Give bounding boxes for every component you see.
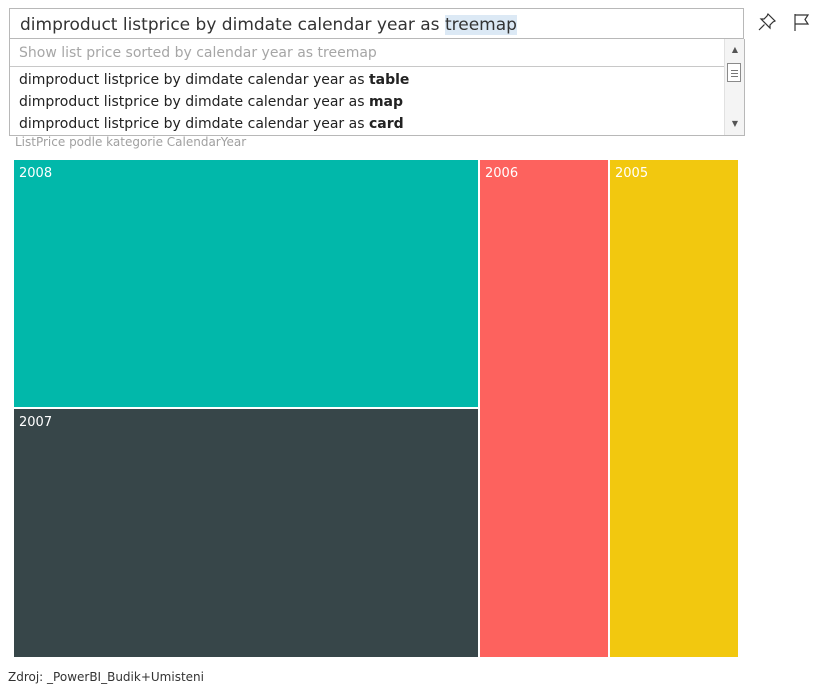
pin-icon[interactable]: [757, 12, 777, 32]
suggestion-item[interactable]: dimproduct listprice by dimdate calendar…: [19, 72, 409, 88]
qa-question-input[interactable]: dimproduct listprice by dimdate calendar…: [9, 8, 744, 39]
scroll-down-arrow-icon[interactable]: ▼: [731, 119, 739, 128]
scroll-up-arrow-icon[interactable]: ▲: [731, 45, 739, 54]
suggestion-keyword: card: [368, 116, 404, 132]
visual-title: ListPrice podle kategorie CalendarYear: [15, 135, 247, 149]
dropdown-divider: [10, 66, 724, 67]
treemap-tile-label: 2007: [19, 415, 53, 430]
suggestion-item[interactable]: dimproduct listprice by dimdate calendar…: [19, 94, 403, 110]
qa-query-prefix: dimproduct listprice by dimdate calendar…: [20, 15, 445, 35]
treemap-tile-label: 2005: [615, 166, 649, 181]
flag-icon[interactable]: [792, 12, 812, 32]
treemap-tile-2007[interactable]: 2007: [14, 409, 478, 657]
treemap-tile-label: 2006: [485, 166, 519, 181]
query-restatement: Show list price sorted by calendar year …: [19, 45, 377, 61]
qa-query-highlight: treemap: [444, 15, 517, 35]
source-label: Zdroj: _PowerBI_Budik+Umisteni: [8, 670, 204, 684]
suggestion-keyword: map: [368, 94, 404, 110]
suggestion-prefix: dimproduct listprice by dimdate calendar…: [19, 116, 369, 132]
treemap-tile-label: 2008: [19, 166, 53, 181]
suggestion-prefix: dimproduct listprice by dimdate calendar…: [19, 72, 369, 88]
suggestion-keyword: table: [368, 72, 410, 88]
treemap-chart: 2008 2007 2006 2005: [14, 160, 738, 657]
suggestion-item[interactable]: dimproduct listprice by dimdate calendar…: [19, 116, 404, 132]
scrollbar-thumb[interactable]: [727, 63, 741, 82]
suggestion-prefix: dimproduct listprice by dimdate calendar…: [19, 94, 369, 110]
treemap-tile-2005[interactable]: 2005: [610, 160, 738, 657]
suggestions-dropdown: Show list price sorted by calendar year …: [9, 39, 745, 136]
treemap-tile-2006[interactable]: 2006: [480, 160, 608, 657]
dropdown-scrollbar[interactable]: ▲ ▼: [724, 39, 744, 135]
qa-question-text: dimproduct listprice by dimdate calendar…: [20, 15, 517, 35]
treemap-tile-2008[interactable]: 2008: [14, 160, 478, 407]
